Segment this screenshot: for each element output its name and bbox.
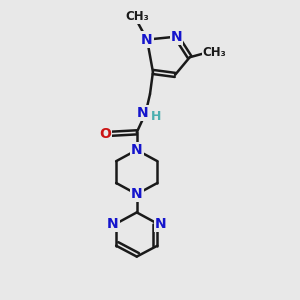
Text: N: N (107, 217, 118, 231)
Text: CH₃: CH₃ (125, 11, 148, 23)
Text: N: N (137, 106, 148, 120)
Text: N: N (141, 33, 153, 46)
Text: N: N (155, 217, 167, 231)
Text: H: H (151, 110, 161, 123)
Text: O: O (99, 127, 111, 141)
Text: N: N (131, 143, 142, 157)
Text: CH₃: CH₃ (202, 46, 226, 59)
Text: N: N (171, 30, 182, 44)
Text: N: N (131, 187, 142, 201)
